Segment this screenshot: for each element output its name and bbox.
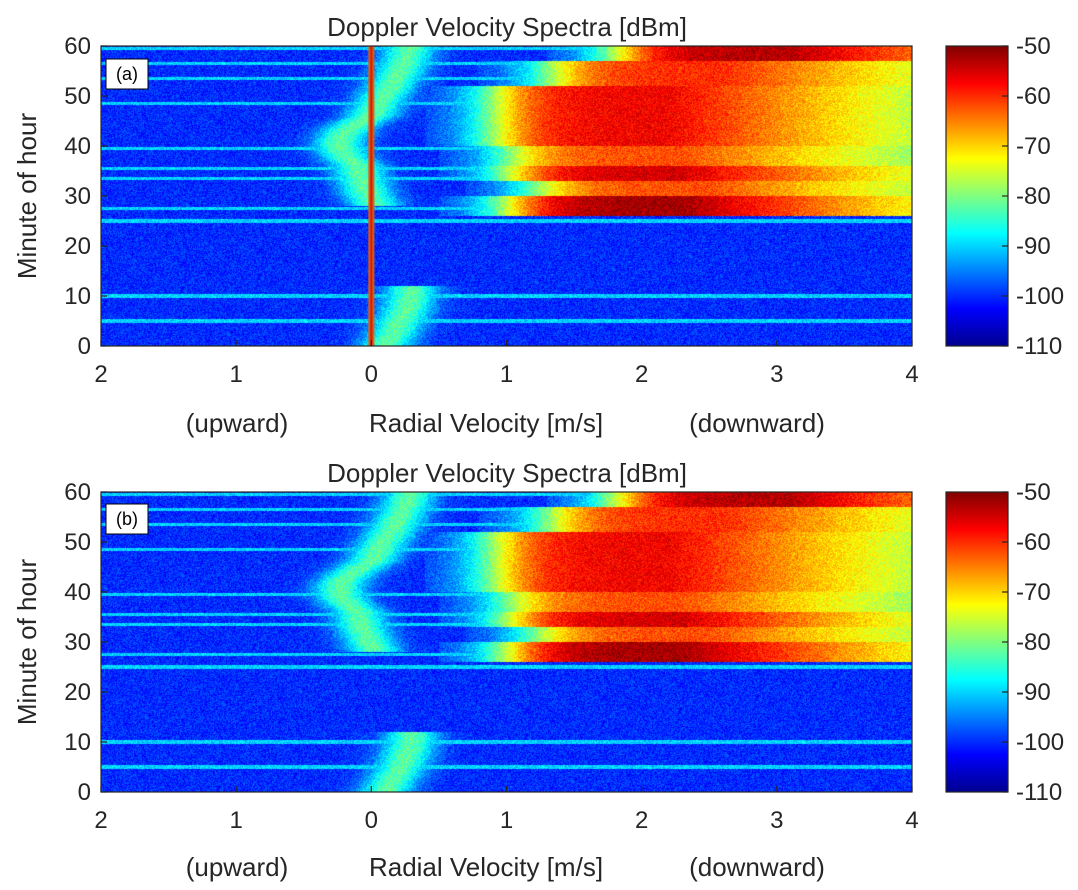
panel-b-cbtick-label: -80 xyxy=(1016,629,1051,656)
panel-b-y-ticks: 0 10 20 30 40 50 60 xyxy=(64,479,107,806)
panel-a-cbtick-label: -60 xyxy=(1016,83,1051,110)
panel-a-title: Doppler Velocity Spectra [dBm] xyxy=(327,12,687,42)
panel-a-cbtick-label: -100 xyxy=(1016,283,1064,310)
panel-b-ytick-label: 20 xyxy=(64,679,91,706)
panel-a-y-ticks: 0 10 20 30 40 50 60 xyxy=(64,33,107,360)
panel-b-xtick-label: 1 xyxy=(500,807,513,834)
panel-a-colorbar xyxy=(945,45,1009,347)
panel-a-xtick-label: 3 xyxy=(770,361,783,388)
panel-a-xlabel-left: (upward) xyxy=(186,408,289,438)
panel-a-ylabel: Minute of hour xyxy=(12,113,42,280)
panel-b-cbtick-label: -50 xyxy=(1016,479,1051,506)
panel-a-cbtick-label: -80 xyxy=(1016,183,1051,210)
panel-a-ytick-label: 30 xyxy=(64,183,91,210)
panel-b-tag: (b) xyxy=(105,503,149,535)
panel-a-cbtick-label: -90 xyxy=(1016,233,1051,260)
panel-a-xtick-label: 0 xyxy=(365,361,378,388)
panel-a-ytick-label: 0 xyxy=(78,333,91,360)
panel-b-ytick-label: 10 xyxy=(64,729,91,756)
panel-b-xlabel: Radial Velocity [m/s] xyxy=(369,852,603,882)
panel-a-xtick-label: 1 xyxy=(229,361,242,388)
panel-b-x-ticks: 2 1 0 1 2 3 4 xyxy=(94,786,919,834)
panel-a-cbtick-label: -70 xyxy=(1016,133,1051,160)
panel-b-title: Doppler Velocity Spectra [dBm] xyxy=(327,458,687,488)
panel-b-colorbar xyxy=(945,491,1009,793)
panel-a-ytick-label: 60 xyxy=(64,33,91,60)
panel-a-ytick-label: 40 xyxy=(64,133,91,160)
panel-a-heatmap xyxy=(101,46,912,346)
panel-b-ytick-label: 30 xyxy=(64,629,91,656)
panel-a-xtick-label: 2 xyxy=(635,361,648,388)
panel-b-tag-label: (b) xyxy=(116,509,138,529)
panel-b-xtick-label: 0 xyxy=(365,807,378,834)
panel-a-tag: (a) xyxy=(105,58,149,90)
panel-a-cbtick-label: -50 xyxy=(1016,33,1051,60)
panel-b-xlabel-right: (downward) xyxy=(689,852,825,882)
panel-b-cbtick-label: -60 xyxy=(1016,529,1051,556)
panel-b-cbtick-label: -90 xyxy=(1016,679,1051,706)
panel-b-xtick-label: 3 xyxy=(770,807,783,834)
panel-a-cbtick-label: -110 xyxy=(1016,333,1062,360)
panel-a-tag-label: (a) xyxy=(116,64,138,84)
panel-a-xtick-label: 4 xyxy=(905,361,918,388)
panel-a-ytick-label: 20 xyxy=(64,233,91,260)
panel-b-ytick-label: 60 xyxy=(64,479,91,506)
panel-b-xtick-label: 1 xyxy=(229,807,242,834)
panel-a-x-ticks: 2 1 0 1 2 3 4 xyxy=(94,340,919,388)
panel-b-ytick-label: 40 xyxy=(64,579,91,606)
panel-a-xtick-label: 2 xyxy=(94,361,107,388)
panel-a-heatmap-frame xyxy=(101,46,912,346)
panel-a-ytick-label: 10 xyxy=(64,283,91,310)
panel-b-xlabel-left: (upward) xyxy=(186,852,289,882)
panel-b-xtick-label: 4 xyxy=(905,807,918,834)
panel-b-heatmap xyxy=(101,492,912,792)
panel-a-xtick-label: 1 xyxy=(500,361,513,388)
panel-b-xtick-label: 2 xyxy=(94,807,107,834)
panel-b-cbtick-label: -110 xyxy=(1016,779,1062,806)
panel-b-xtick-label: 2 xyxy=(635,807,648,834)
panel-a-ytick-label: 50 xyxy=(64,83,91,110)
panel-b-heatmap-frame xyxy=(101,492,912,792)
panel-b-ytick-label: 50 xyxy=(64,529,91,556)
panel-a-xlabel: Radial Velocity [m/s] xyxy=(369,408,603,438)
panel-b-cbtick-label: -70 xyxy=(1016,579,1051,606)
panel-b-ylabel: Minute of hour xyxy=(12,559,42,726)
panel-a-xlabel-right: (downward) xyxy=(689,408,825,438)
panel-a-colorbar-ticks: -50 -60 -70 -80 -90 -100 -110 xyxy=(1002,33,1064,360)
panel-b-ytick-label: 0 xyxy=(78,779,91,806)
panel-b-cbtick-label: -100 xyxy=(1016,729,1064,756)
panel-b-colorbar-ticks: -50 -60 -70 -80 -90 -100 -110 xyxy=(1002,479,1064,806)
